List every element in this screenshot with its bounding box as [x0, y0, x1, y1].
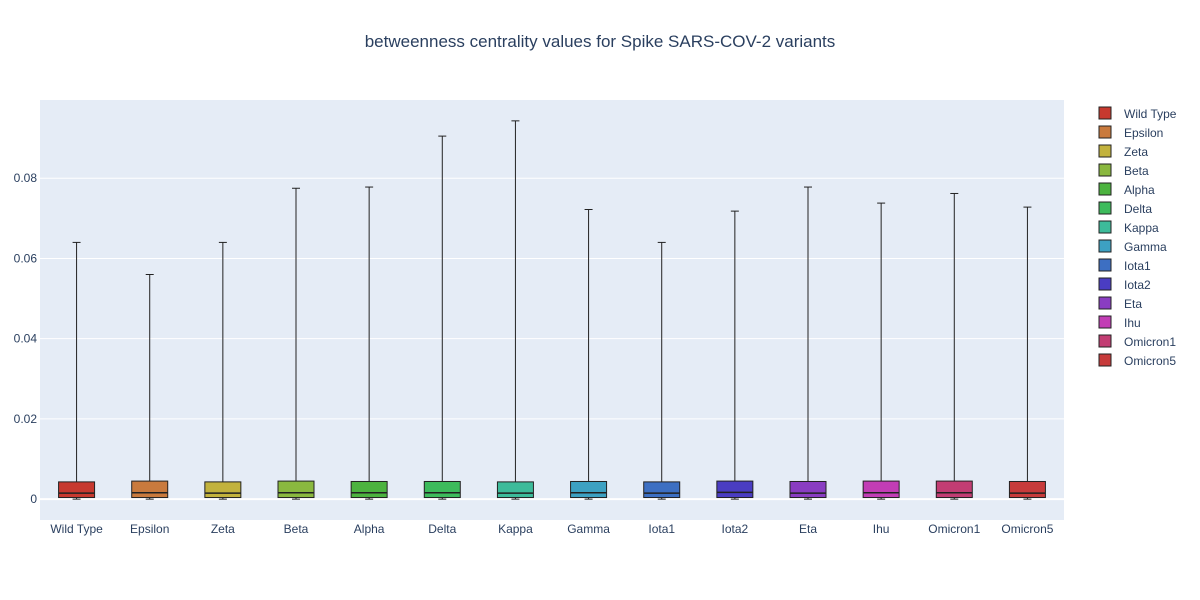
x-tick-label: Iota2 [722, 522, 749, 536]
y-tick-label: 0.06 [14, 251, 38, 265]
box-iqr [350, 480, 388, 499]
y-tick-label: 0.02 [14, 412, 38, 426]
legend-swatch [1098, 296, 1112, 310]
x-axis: Wild Type Epsilon Zeta Beta Alpha Delta Kappa G… [50, 522, 1053, 536]
legend[interactable]: Wild Type Epsilon Zeta Beta Alpha Delta Kappa G… [1098, 106, 1177, 368]
x-tick-label: Omicron1 [928, 522, 980, 536]
x-tick-label: Alpha [354, 522, 385, 536]
legend-item-wild-type[interactable]: Wild Type [1098, 106, 1177, 121]
box-zeta [204, 241, 242, 500]
box-epsilon [131, 273, 169, 500]
box-alpha [350, 186, 388, 500]
legend-item-beta[interactable]: Beta [1098, 163, 1149, 178]
box-iqr [862, 480, 900, 499]
gridlines [40, 177, 1064, 501]
legend-swatch [1098, 163, 1112, 177]
box-iqr [423, 480, 461, 499]
legend-item-kappa[interactable]: Kappa [1098, 220, 1159, 235]
legend-label: Epsilon [1124, 126, 1163, 140]
legend-label: Eta [1124, 297, 1142, 311]
legend-swatch [1098, 182, 1112, 196]
box-iqr [277, 480, 315, 499]
box-delta [423, 135, 461, 500]
legend-label: Beta [1124, 164, 1149, 178]
legend-item-epsilon[interactable]: Epsilon [1098, 125, 1163, 140]
plot-area-background [40, 100, 1064, 520]
box-iqr [643, 481, 681, 499]
legend-label: Kappa [1124, 221, 1159, 235]
legend-item-omicron1[interactable]: Omicron1 [1098, 334, 1176, 349]
box-iqr [789, 480, 827, 499]
legend-item-iota2[interactable]: Iota2 [1098, 277, 1151, 292]
legend-swatch [1098, 258, 1112, 272]
x-tick-label: Eta [799, 522, 817, 536]
y-tick-label: 0.04 [14, 332, 38, 346]
x-tick-label: Gamma [567, 522, 610, 536]
box-iqr [131, 480, 169, 499]
legend-swatch [1098, 239, 1112, 253]
y-axis: 0 0.02 0.04 0.06 0.08 [14, 171, 38, 506]
box-series [58, 120, 1046, 500]
box-iota2 [716, 210, 754, 500]
legend-swatch [1098, 106, 1112, 120]
legend-swatch [1098, 334, 1112, 348]
x-tick-label: Kappa [498, 522, 533, 536]
x-tick-label: Iota1 [648, 522, 675, 536]
legend-item-gamma[interactable]: Gamma [1098, 239, 1167, 254]
y-tick-label: 0.08 [14, 171, 38, 185]
box-gamma [570, 209, 608, 500]
chart-title: betweenness centrality values for Spike … [364, 32, 836, 51]
x-tick-label: Omicron5 [1001, 522, 1053, 536]
box-iqr [1008, 480, 1046, 499]
legend-swatch [1098, 277, 1112, 291]
box-iqr [570, 480, 608, 499]
x-tick-label: Beta [284, 522, 309, 536]
legend-item-delta[interactable]: Delta [1098, 201, 1152, 216]
legend-swatch [1098, 220, 1112, 234]
box-kappa [496, 120, 534, 500]
legend-label: Iota1 [1124, 259, 1151, 273]
box-iqr [58, 481, 96, 499]
box-iqr [204, 481, 242, 499]
legend-item-iota1[interactable]: Iota1 [1098, 258, 1151, 273]
legend-swatch [1098, 144, 1112, 158]
y-tick-label: 0 [30, 492, 37, 506]
legend-item-ihu[interactable]: Ihu [1098, 315, 1141, 330]
box-omicron5 [1008, 206, 1046, 500]
x-tick-label: Delta [428, 522, 456, 536]
box-eta [789, 186, 827, 500]
legend-label: Delta [1124, 202, 1152, 216]
x-tick-label: Zeta [211, 522, 235, 536]
legend-label: Omicron1 [1124, 335, 1176, 349]
legend-item-alpha[interactable]: Alpha [1098, 182, 1155, 197]
x-tick-label: Ihu [873, 522, 890, 536]
legend-item-zeta[interactable]: Zeta [1098, 144, 1148, 159]
box-omicron1 [935, 192, 973, 500]
legend-label: Zeta [1124, 145, 1148, 159]
box-beta [277, 187, 315, 500]
legend-swatch [1098, 125, 1112, 139]
legend-label: Gamma [1124, 240, 1167, 254]
legend-swatch [1098, 353, 1112, 367]
box-iqr [716, 480, 754, 499]
box-ihu [862, 202, 900, 500]
legend-label: Ihu [1124, 316, 1141, 330]
legend-swatch [1098, 315, 1112, 329]
legend-label: Wild Type [1124, 107, 1177, 121]
legend-item-eta[interactable]: Eta [1098, 296, 1142, 311]
x-tick-label: Wild Type [50, 522, 103, 536]
legend-label: Alpha [1124, 183, 1155, 197]
x-tick-label: Epsilon [130, 522, 169, 536]
box-iqr [935, 480, 973, 499]
box-wild-type [58, 241, 96, 500]
legend-label: Iota2 [1124, 278, 1151, 292]
box-iota1 [643, 241, 681, 500]
legend-label: Omicron5 [1124, 354, 1176, 368]
box-iqr [496, 481, 534, 499]
legend-item-omicron5[interactable]: Omicron5 [1098, 353, 1176, 368]
legend-swatch [1098, 201, 1112, 215]
